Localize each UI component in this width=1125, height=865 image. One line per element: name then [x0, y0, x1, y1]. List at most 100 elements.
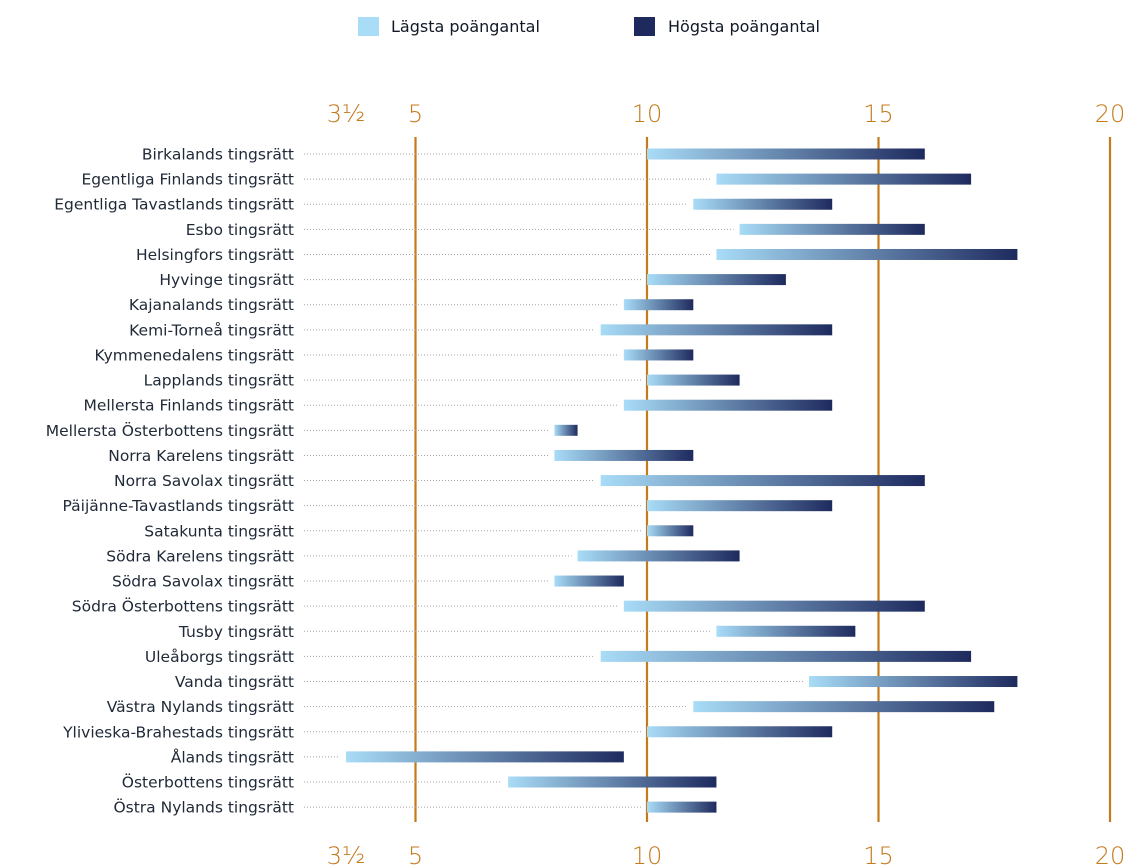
category-label: Egentliga Tavastlands tingsrätt	[54, 196, 294, 214]
range-bar	[647, 374, 740, 386]
range-bar	[554, 424, 578, 436]
category-label: Östra Nylands tingsrätt	[113, 798, 294, 817]
range-bar	[693, 701, 995, 713]
category-label: Västra Nylands tingsrätt	[107, 698, 294, 716]
range-bar	[623, 399, 833, 411]
tick-label-bottom: 10	[632, 842, 663, 865]
category-label: Birkalands tingsrätt	[142, 146, 294, 164]
chart-row: Södra Karelens tingsrätt	[106, 547, 740, 565]
category-label: Norra Karelens tingsrätt	[108, 447, 294, 465]
chart-row: Vanda tingsrätt	[175, 673, 1018, 691]
category-label: Mellersta Österbottens tingsrätt	[46, 421, 294, 440]
range-bar	[647, 274, 786, 286]
category-label: Vanda tingsrätt	[175, 673, 294, 691]
range-bar	[508, 776, 717, 788]
range-bar	[600, 475, 925, 487]
category-label: Österbottens tingsrätt	[122, 773, 294, 792]
range-bar	[346, 751, 624, 763]
chart-row: Norra Savolax tingsrätt	[114, 472, 925, 490]
category-label: Ålands tingsrätt	[171, 747, 294, 766]
tick-label-bottom: 20	[1095, 842, 1125, 865]
range-bar	[739, 223, 925, 235]
tick-label-bottom: 15	[863, 842, 894, 865]
category-label: Helsingfors tingsrätt	[136, 246, 294, 264]
range-bar	[647, 726, 833, 738]
range-bar	[716, 173, 972, 185]
category-label: Kymmenedalens tingsrätt	[95, 346, 294, 364]
legend-item-high: Högsta poängantal	[634, 17, 820, 36]
chart-row: Helsingfors tingsrätt	[136, 246, 1018, 264]
chart-row: Lapplands tingsrätt	[144, 372, 740, 390]
range-bar	[647, 500, 833, 512]
tick-label-top: 3½	[327, 100, 366, 128]
tick-label-bottom: 3½	[327, 842, 366, 865]
chart-row: Södra Savolax tingsrätt	[112, 573, 624, 591]
chart-row: Kajanalands tingsrätt	[129, 296, 694, 314]
range-bar	[554, 575, 624, 587]
chart-row: Mellersta Österbottens tingsrätt	[46, 421, 578, 440]
chart-row: Birkalands tingsrätt	[142, 146, 925, 164]
category-label: Kajanalands tingsrätt	[129, 296, 294, 314]
category-label: Ylivieska-Brahestads tingsrätt	[62, 723, 294, 741]
range-bar	[716, 625, 856, 637]
category-label: Norra Savolax tingsrätt	[114, 472, 294, 490]
chart-row: Esbo tingsrätt	[186, 221, 925, 239]
chart-row: Uleåborgs tingsrätt	[145, 648, 972, 666]
chart-row: Norra Karelens tingsrätt	[108, 447, 694, 465]
chart-row: Egentliga Finlands tingsrätt	[82, 171, 972, 189]
range-bar	[623, 600, 925, 612]
range-bar	[647, 801, 717, 813]
legend: Lägsta poängantal Högsta poängantal	[358, 17, 820, 36]
category-label: Esbo tingsrätt	[186, 221, 294, 239]
category-label: Mellersta Finlands tingsrätt	[83, 397, 294, 415]
legend-swatch-high	[634, 17, 655, 36]
chart-row: Kemi-Torneå tingsrätt	[129, 321, 833, 339]
range-bar	[554, 449, 694, 461]
category-label: Södra Savolax tingsrätt	[112, 573, 294, 591]
range-bar	[809, 676, 1018, 688]
range-bar	[577, 550, 740, 562]
category-label: Södra Österbottens tingsrätt	[72, 597, 294, 616]
chart-row: Päijänne-Tavastlands tingsrätt	[63, 497, 833, 515]
chart-row: Tusby tingsrätt	[178, 623, 856, 641]
category-label: Satakunta tingsrätt	[144, 522, 294, 540]
tick-label-top: 20	[1095, 100, 1125, 128]
legend-label-low: Lägsta poängantal	[391, 17, 540, 36]
category-label: Kemi-Torneå tingsrätt	[129, 321, 294, 339]
legend-label-high: Högsta poängantal	[668, 17, 820, 36]
chart-row: Hyvinge tingsrätt	[159, 271, 786, 289]
x-axis-top: 3½ 5 10 15 20	[327, 100, 1125, 128]
chart-row: Kymmenedalens tingsrätt	[95, 346, 694, 364]
plot-rows: Birkalands tingsrätt Egentliga Finlands t…	[46, 146, 1018, 817]
range-bar	[693, 198, 833, 210]
x-axis-bottom: 3½ 5 10 15 20	[327, 842, 1125, 865]
legend-swatch-low	[358, 17, 379, 36]
legend-item-low: Lägsta poängantal	[358, 17, 540, 36]
chart-row: Satakunta tingsrätt	[144, 522, 694, 540]
tick-label-top: 5	[408, 100, 423, 128]
chart-row: Ylivieska-Brahestads tingsrätt	[62, 723, 833, 741]
chart-row: Östra Nylands tingsrätt	[113, 798, 717, 817]
chart-row: Västra Nylands tingsrätt	[107, 698, 995, 716]
category-label: Egentliga Finlands tingsrätt	[82, 171, 294, 189]
range-bar	[716, 248, 1018, 260]
range-bar	[647, 525, 694, 537]
category-label: Päijänne-Tavastlands tingsrätt	[63, 497, 294, 515]
category-label: Hyvinge tingsrätt	[159, 271, 294, 289]
range-bar	[600, 324, 833, 336]
range-bar	[623, 349, 694, 361]
tick-label-top: 15	[863, 100, 894, 128]
tick-label-bottom: 5	[408, 842, 423, 865]
tick-label-top: 10	[632, 100, 663, 128]
category-label: Södra Karelens tingsrätt	[106, 547, 294, 565]
range-bar	[647, 148, 925, 160]
chart-row: Södra Österbottens tingsrätt	[72, 597, 925, 616]
range-bar	[623, 299, 694, 311]
chart-row: Ålands tingsrätt	[171, 747, 624, 766]
category-label: Uleåborgs tingsrätt	[145, 648, 294, 666]
range-bar	[600, 650, 972, 662]
chart-row: Egentliga Tavastlands tingsrätt	[54, 196, 833, 214]
category-label: Lapplands tingsrätt	[144, 372, 294, 390]
chart-row: Mellersta Finlands tingsrätt	[83, 397, 833, 415]
